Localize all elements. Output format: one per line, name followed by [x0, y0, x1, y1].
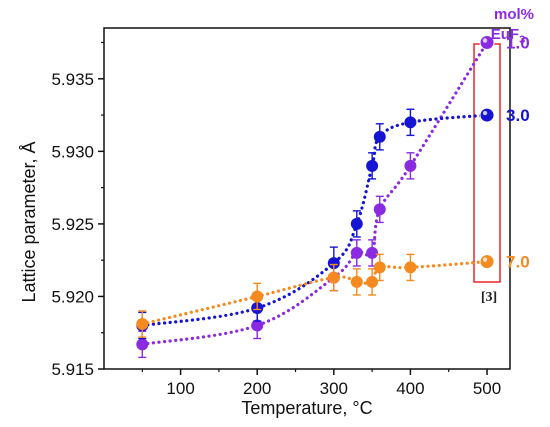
data-point-1.0	[251, 319, 264, 332]
data-point-highlight	[482, 257, 488, 262]
x-axis-title: Temperature, °C	[241, 398, 372, 418]
data-point-3.0	[404, 116, 417, 129]
series-label-7.0: 7.0	[506, 253, 530, 272]
x-tick-label: 100	[166, 379, 194, 398]
x-tick-label: 400	[396, 379, 424, 398]
plot-frame	[103, 27, 511, 370]
series-points	[136, 35, 495, 359]
x-tick-label: 500	[473, 379, 501, 398]
legend-subtitle: EuF3	[491, 26, 525, 46]
series-label-3.0: 3.0	[506, 106, 530, 125]
y-tick-label: 5.915	[51, 360, 94, 379]
y-tick-label: 5.920	[51, 287, 94, 306]
data-point-7.0	[136, 318, 149, 331]
data-point-7.0	[373, 261, 386, 274]
data-point-3.0	[373, 130, 386, 143]
legend-subtitle-main: EuF	[491, 26, 519, 43]
y-tick-label: 5.935	[51, 70, 94, 89]
x-axis-ticks: 100 200 300 400 500	[141, 369, 501, 398]
series-line-7.0	[140, 260, 489, 326]
data-point-3.0	[350, 217, 363, 230]
data-point-7.0	[404, 261, 417, 274]
data-point-1.0	[136, 338, 149, 351]
data-point-7.0	[366, 275, 379, 288]
y-tick-label: 5.930	[51, 142, 94, 161]
series-label-1.0: 1.0	[506, 34, 530, 53]
data-point-1.0	[404, 159, 417, 172]
reference-label: [3]	[481, 290, 497, 305]
plot-border	[103, 27, 511, 370]
series-line-1.0	[140, 40, 489, 346]
y-axis-title: Lattice parameter, Å	[19, 141, 39, 302]
data-point-1.0	[366, 246, 379, 259]
series-line-3.0	[140, 113, 489, 328]
data-point-7.0	[251, 290, 264, 303]
reference-box	[473, 43, 501, 283]
data-point-3.0	[327, 257, 340, 270]
reference-box-group	[473, 43, 501, 283]
legend-title: mol%	[494, 6, 534, 23]
series-labels: 1.0 3.0 7.0	[506, 34, 530, 272]
data-point-3.0	[479, 107, 495, 123]
x-tick-label: 300	[320, 379, 348, 398]
data-point-highlight	[482, 38, 488, 43]
data-point-7.0	[350, 275, 363, 288]
x-tick-label: 200	[243, 379, 271, 398]
legend-subtitle-subscript: 3	[519, 34, 525, 46]
data-point-highlight	[482, 110, 488, 116]
data-point-1.0	[373, 203, 386, 216]
y-axis-ticks: 5.915 5.920 5.925 5.930 5.935	[51, 41, 104, 379]
data-point-7.0	[479, 254, 495, 270]
data-point-3.0	[366, 159, 379, 172]
data-point-1.0	[350, 246, 363, 259]
series-lines	[140, 40, 489, 346]
data-point-7.0	[327, 271, 340, 284]
y-tick-label: 5.925	[51, 215, 94, 234]
